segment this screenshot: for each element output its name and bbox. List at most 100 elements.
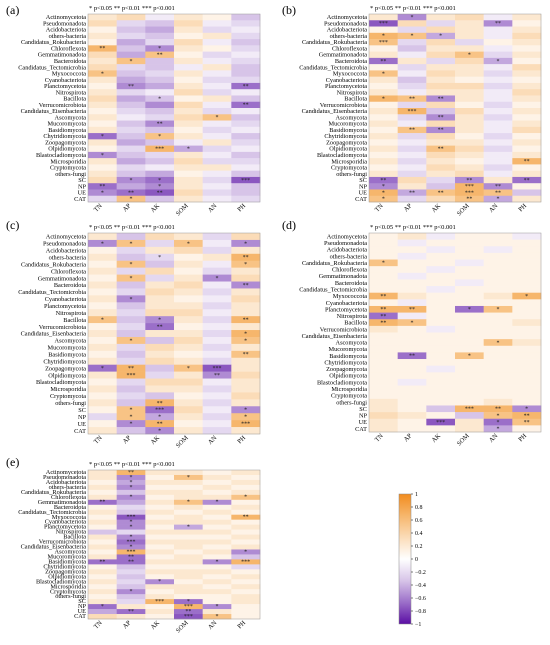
heatmap-cell — [174, 239, 203, 248]
heatmap-cell — [88, 364, 117, 372]
heatmap-cell — [483, 89, 513, 96]
heatmap-cell — [174, 253, 203, 262]
heatmap-cell — [369, 189, 398, 197]
significance-star: * — [101, 604, 104, 610]
heatmap-cell — [512, 189, 542, 197]
heatmap-cell — [145, 170, 175, 178]
heatmap-cell — [455, 279, 484, 287]
heatmap-cell — [426, 292, 456, 300]
column-label: AK — [430, 202, 442, 214]
significance-star: * — [382, 71, 385, 77]
heatmap-cell — [88, 494, 117, 501]
row-label: Basidiomycota — [329, 127, 367, 134]
heatmap-cell — [369, 359, 398, 366]
heatmap-cell — [483, 145, 513, 153]
heatmap-cell — [145, 584, 175, 590]
heatmap-cell — [202, 594, 232, 600]
heatmap-cell — [483, 126, 513, 134]
heatmap-cell — [483, 195, 513, 203]
heatmap-cell — [397, 292, 427, 300]
heatmap-cell — [455, 398, 484, 406]
row-label: Chloroflexota — [51, 268, 86, 275]
heatmap-cell — [202, 574, 232, 580]
significance-star: ** — [128, 470, 134, 476]
heatmap-cell — [88, 32, 117, 40]
heatmap-cell — [455, 45, 484, 52]
significance-star: * — [101, 241, 104, 247]
heatmap-cell — [174, 413, 203, 421]
heatmap-cell — [231, 316, 261, 324]
heatmap-cell — [116, 489, 146, 496]
heatmap-cell — [369, 279, 398, 287]
heatmap-cell — [483, 372, 513, 380]
heatmap-cell — [231, 589, 261, 595]
heatmap-cell — [88, 392, 117, 400]
heatmap-cell — [116, 594, 146, 600]
heatmap-cell — [397, 398, 427, 406]
column-label: AP — [403, 202, 414, 213]
row-label: Microsporidia — [50, 583, 86, 590]
heatmap-cell — [174, 350, 203, 359]
row-label: Olpidiomycota — [329, 146, 367, 153]
heatmap-cell — [455, 164, 484, 171]
colorbar-tick-label: −0.2 — [415, 570, 426, 576]
heatmap-cell — [174, 246, 203, 255]
heatmap-cell — [88, 189, 117, 197]
heatmap-cell — [202, 260, 232, 268]
heatmap-cell — [202, 479, 232, 486]
heatmap-cell — [174, 330, 203, 338]
heatmap-cell — [369, 233, 398, 240]
heatmap-cell — [369, 133, 398, 140]
heatmap-cell — [145, 151, 175, 159]
heatmap-cell — [88, 589, 117, 595]
heatmap-cell — [512, 319, 542, 327]
row-label: Gemmatimonadota — [319, 273, 367, 280]
heatmap-cell — [88, 385, 117, 393]
heatmap-cell — [174, 529, 203, 535]
heatmap-cell — [231, 350, 261, 359]
heatmap-cell — [116, 385, 146, 393]
heatmap-cell — [231, 309, 261, 317]
heatmap-cell — [483, 332, 513, 340]
heatmap-cell — [145, 281, 175, 289]
row-label: UE — [78, 421, 87, 428]
row-label: Acidobacteriota — [46, 479, 86, 486]
significance-star: * — [187, 475, 190, 481]
heatmap-cell — [426, 164, 456, 171]
heatmap-cell — [174, 559, 203, 565]
heatmap-cell — [116, 189, 146, 197]
heatmap-cell — [397, 145, 427, 153]
heatmap-cell — [512, 286, 542, 293]
column-label: AP — [122, 619, 133, 630]
heatmap-cell — [145, 267, 175, 275]
significance-star: * — [382, 34, 385, 40]
heatmap-cell — [369, 332, 398, 340]
heatmap-cell — [145, 176, 175, 184]
heatmap-cell — [116, 392, 146, 400]
heatmap-cell — [88, 479, 117, 486]
significance-star: * — [216, 604, 219, 610]
heatmap-cell — [202, 519, 232, 525]
heatmap-cell — [455, 319, 484, 327]
heatmap-cell — [88, 281, 117, 289]
heatmap-cell — [202, 385, 232, 393]
heatmap-cell — [145, 509, 175, 515]
heatmap-cell — [202, 195, 232, 203]
heatmap-cell — [397, 392, 427, 400]
heatmap-cell — [202, 120, 232, 128]
heatmap-cell — [455, 425, 484, 433]
heatmap-cell — [88, 108, 117, 115]
row-label: Chytridiomycota — [324, 359, 367, 366]
significance-star: ** — [157, 401, 163, 407]
row-label: Chytridiomycota — [43, 563, 86, 570]
heatmap-cell — [426, 392, 456, 400]
heatmap-cell — [145, 489, 175, 496]
heatmap-cell — [174, 274, 203, 282]
heatmap-cell — [145, 470, 175, 476]
heatmap-cell — [202, 133, 232, 140]
heatmap-cell — [397, 272, 427, 280]
row-label: Microsporidia — [50, 386, 86, 393]
row-label: Chloroflexota — [332, 267, 367, 274]
row-label: others-fungi — [336, 171, 367, 178]
significance-legend: * p<0.05 ** p<0.01 *** p<0.001 — [89, 461, 175, 468]
